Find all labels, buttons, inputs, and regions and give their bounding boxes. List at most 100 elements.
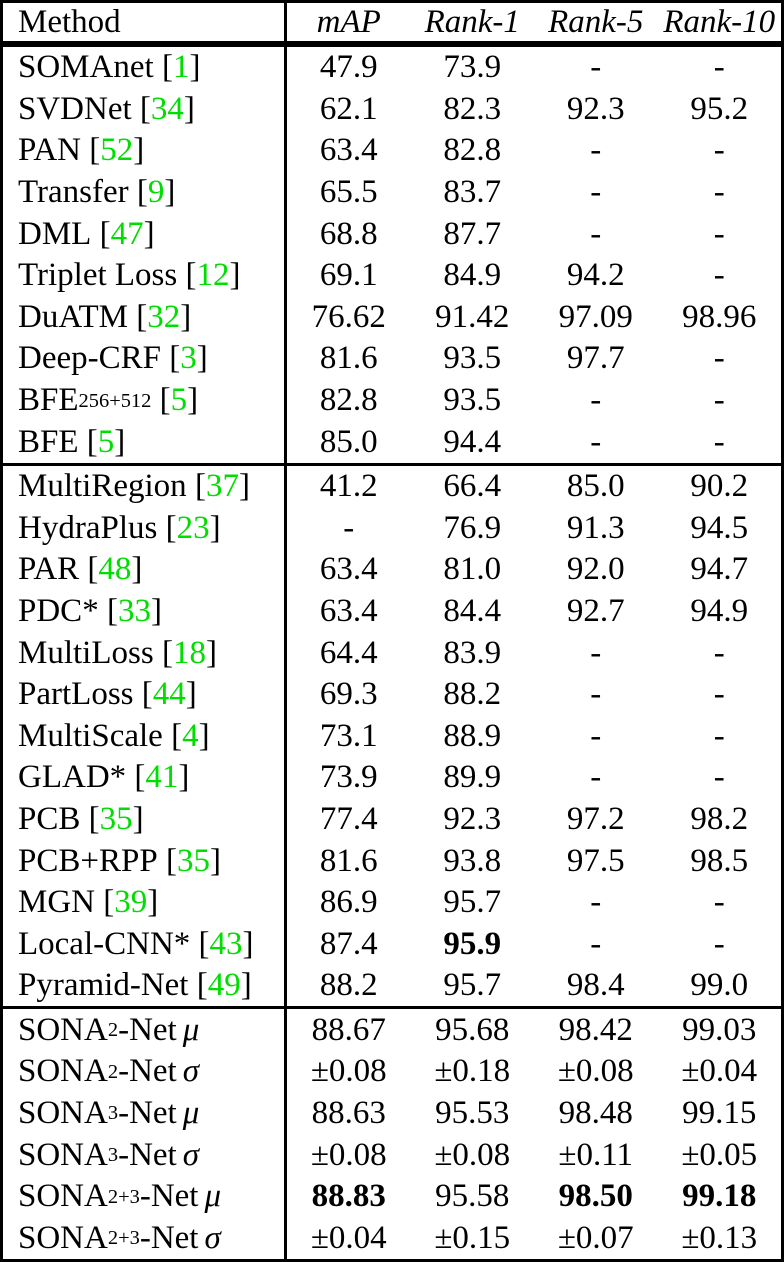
method-cell: Deep-CRF [3] <box>3 338 287 380</box>
method-cell: GLAD* [41] <box>3 757 287 799</box>
table-row: PDC* [33] 63.4 84.4 92.7 94.9 <box>3 590 781 633</box>
method-name: Pyramid-Net <box>18 967 189 1004</box>
greek-symbol: σ <box>204 1219 221 1256</box>
section-divider-rule <box>3 462 781 466</box>
citation-number[interactable]: 44 <box>152 676 186 713</box>
citation-number[interactable]: 37 <box>205 468 239 505</box>
method-name: SONA <box>18 1011 108 1048</box>
table-row: PCB [35] 77.4 92.3 97.2 98.2 <box>3 798 781 841</box>
citation-number[interactable]: 32 <box>147 298 181 335</box>
value-cell: 93.8 <box>443 842 502 879</box>
method-name: SONA <box>18 1178 108 1215</box>
value-cell: - <box>590 174 602 211</box>
table-row: SONA 2+3 -Net μ 88.83 95.58 98.50 99.18 <box>3 1175 781 1218</box>
method-suffix: -Net <box>118 1053 177 1090</box>
citation-number[interactable]: 1 <box>172 49 190 86</box>
method-suffix: -Net <box>118 1094 177 1131</box>
table-section-2: MultiRegion [37] 41.2 66.4 85.0 90.2 HydraPlu… <box>3 465 781 1007</box>
value-cell: 77.4 <box>319 800 378 837</box>
method-cell: HydraPlus [23] <box>3 507 287 550</box>
value-cell: 86.9 <box>319 884 378 921</box>
citation: [48] <box>87 551 143 588</box>
citation-number[interactable]: 12 <box>196 257 230 294</box>
col-header-rank10: Rank-10 <box>663 3 776 40</box>
value-cell: 85.0 <box>319 423 378 460</box>
table-row: Pyramid-Net [49] 88.2 95.7 98.4 99.0 <box>3 964 781 1007</box>
value-cell: 92.3 <box>566 90 625 127</box>
table-row: MultiScale [4] 73.1 88.9 - - <box>3 715 781 758</box>
method-name: MultiLoss <box>18 634 154 671</box>
value-cell: 98.2 <box>690 800 749 837</box>
citation-number[interactable]: 34 <box>150 90 184 127</box>
value-cell: 95.68 <box>435 1011 510 1048</box>
method-name: Deep-CRF <box>18 340 161 377</box>
method-cell: SONA 3 -Net σ <box>3 1134 287 1176</box>
value-cell: - <box>590 49 602 86</box>
citation-number[interactable]: 9 <box>147 174 165 211</box>
value-cell: - <box>713 759 725 796</box>
citation: [41] <box>134 759 190 796</box>
citation-number[interactable]: 3 <box>180 340 197 377</box>
value-cell: 81.6 <box>319 340 378 377</box>
citation: [33] <box>106 592 162 629</box>
value-cell: 98.48 <box>558 1094 633 1131</box>
value-cell: 91.42 <box>435 298 510 335</box>
table-row: MultiLoss [18] 64.4 83.9 - - <box>3 632 781 674</box>
citation-number[interactable]: 33 <box>117 592 151 629</box>
citation-number[interactable]: 4 <box>182 717 199 754</box>
value-cell: 84.9 <box>443 257 502 294</box>
method-name: GLAD* <box>18 759 127 796</box>
value-cell: 88.2 <box>319 967 378 1004</box>
citation-number[interactable]: 48 <box>98 551 132 588</box>
col-header-rank1: Rank-1 <box>424 3 520 40</box>
citation-number[interactable]: 5 <box>97 423 115 460</box>
method-cell: Pyramid-Net [49] <box>3 964 287 1007</box>
value-cell: 89.9 <box>443 759 502 796</box>
method-name: MultiRegion <box>18 468 187 505</box>
method-suffix: -Net <box>139 1178 199 1215</box>
table-body: SOMAnet [1] 47.9 73.9 - - SVDNet [34] 62.1 82.3… <box>3 47 781 1260</box>
header-double-rule <box>3 41 781 47</box>
method-cell: SONA 2+3 -Net σ <box>3 1217 287 1260</box>
citation-number[interactable]: 43 <box>209 925 243 962</box>
citation-number[interactable]: 49 <box>207 967 241 1004</box>
value-cell: - <box>713 423 725 460</box>
value-cell: 99.15 <box>682 1094 757 1131</box>
table-row: PartLoss [44] 69.3 88.2 - - <box>3 673 781 716</box>
method-name: Triplet Loss <box>18 257 178 294</box>
value-cell: 94.9 <box>690 592 749 629</box>
method-name: BFE <box>18 423 79 460</box>
citation: [44] <box>141 676 197 713</box>
col-header-map: mAP <box>316 3 381 40</box>
value-cell: 88.63 <box>311 1094 386 1131</box>
value-cell: 76.9 <box>443 509 502 546</box>
value-cell: - <box>713 174 725 211</box>
method-name: MGN <box>18 884 96 921</box>
value-cell: - <box>713 132 725 169</box>
value-cell: - <box>713 925 725 962</box>
citation-number[interactable]: 18 <box>172 634 206 671</box>
citation-number[interactable]: 23 <box>176 509 210 546</box>
method-cell: Triplet Loss [12] <box>3 254 287 297</box>
value-cell: 95.58 <box>435 1178 510 1215</box>
citation-number[interactable]: 52 <box>100 132 134 169</box>
citation-number[interactable]: 47 <box>110 215 144 252</box>
value-cell: 82.3 <box>443 90 502 127</box>
citation: [35] <box>88 800 144 837</box>
value-cell: 47.9 <box>319 49 378 86</box>
table-header-row: Method mAP Rank-1 Rank-5 Rank-10 <box>3 3 781 41</box>
citation-number[interactable]: 35 <box>176 842 210 879</box>
value-cell: 94.4 <box>443 423 502 460</box>
citation-number[interactable]: 35 <box>99 800 133 837</box>
citation-number[interactable]: 41 <box>145 759 179 796</box>
citation-number[interactable]: 39 <box>114 884 148 921</box>
method-cell: SONA 2 -Net μ <box>3 1009 287 1052</box>
value-cell: 98.50 <box>558 1178 633 1215</box>
method-name: MultiScale <box>18 717 163 754</box>
citation-number[interactable]: 5 <box>170 382 188 419</box>
method-name: PAR <box>18 551 80 588</box>
value-cell: 98.42 <box>558 1011 633 1048</box>
table-row: SONA 3 -Net μ 88.63 95.53 98.48 99.15 <box>3 1092 781 1135</box>
method-name: SOMAnet <box>18 49 154 86</box>
method-cell: MultiLoss [18] <box>3 632 287 674</box>
